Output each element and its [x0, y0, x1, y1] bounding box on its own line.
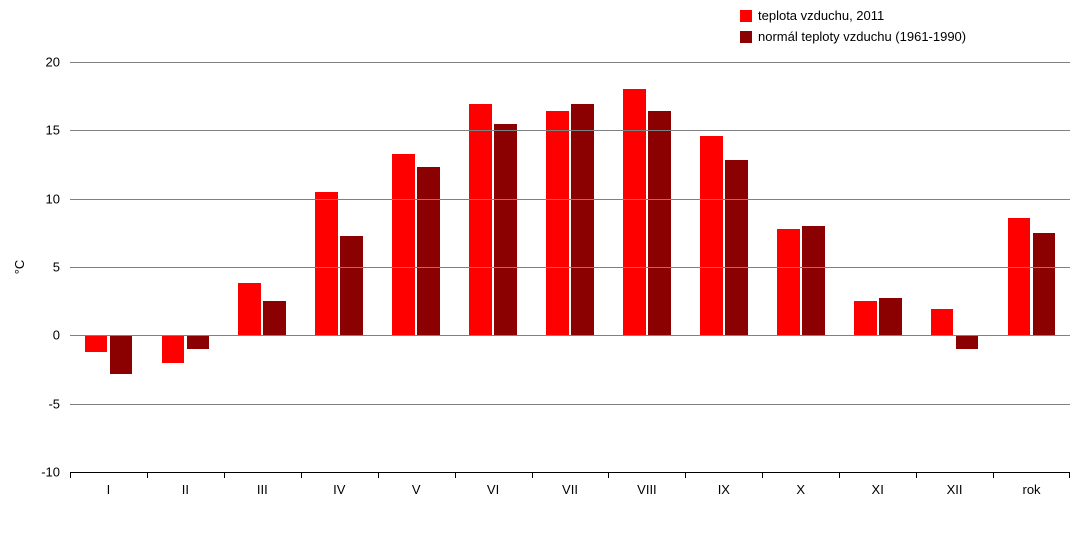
- x-tick-label: I: [70, 472, 147, 497]
- grid-line: [70, 267, 1070, 268]
- legend-swatch-series-1: [740, 31, 752, 43]
- legend: teplota vzduchu, 2011 normál teploty vzd…: [740, 8, 966, 50]
- x-tick-label: XII: [916, 472, 993, 497]
- x-tick-label: VII: [532, 472, 609, 497]
- bar: [340, 236, 363, 336]
- bar: [802, 226, 825, 335]
- y-tick-label: 10: [20, 191, 60, 206]
- bar: [700, 136, 723, 336]
- legend-label-series-0: teplota vzduchu, 2011: [758, 8, 884, 23]
- bar: [879, 298, 902, 335]
- bar: [956, 335, 979, 349]
- plot-area: IIIIIIIVVVIVIIVIIIIXXXIXIIrok: [70, 62, 1070, 473]
- bar: [315, 192, 338, 336]
- bar: [392, 154, 415, 336]
- grid-line: [70, 335, 1070, 336]
- bar: [854, 301, 877, 335]
- grid-line: [70, 130, 1070, 131]
- bar: [1033, 233, 1056, 336]
- y-tick-label: 0: [20, 328, 60, 343]
- x-tick-label: III: [224, 472, 301, 497]
- bar: [238, 283, 261, 335]
- legend-item: teplota vzduchu, 2011: [740, 8, 966, 23]
- bar: [546, 111, 569, 335]
- x-tick-label: V: [378, 472, 455, 497]
- bar: [417, 167, 440, 335]
- bar: [469, 104, 492, 335]
- chart-container: teplota vzduchu, 2011 normál teploty vzd…: [0, 0, 1090, 533]
- bar: [1008, 218, 1031, 336]
- bar: [571, 104, 594, 335]
- y-tick-label: -10: [20, 465, 60, 480]
- legend-swatch-series-0: [740, 10, 752, 22]
- bar: [263, 301, 286, 335]
- x-tick-label: X: [762, 472, 839, 497]
- legend-label-series-1: normál teploty vzduchu (1961-1990): [758, 29, 966, 44]
- grid-line: [70, 62, 1070, 63]
- bar: [623, 89, 646, 335]
- bar: [187, 335, 210, 349]
- legend-item: normál teploty vzduchu (1961-1990): [740, 29, 966, 44]
- bar: [85, 335, 108, 351]
- x-tick-label: XI: [839, 472, 916, 497]
- x-tick-label: VI: [455, 472, 532, 497]
- bar: [725, 160, 748, 335]
- x-tick-label: rok: [993, 472, 1070, 497]
- bar: [931, 309, 954, 335]
- grid-line: [70, 404, 1070, 405]
- x-tick-label: IX: [685, 472, 762, 497]
- y-tick-label: 5: [20, 260, 60, 275]
- bar: [162, 335, 185, 362]
- y-tick-label: 20: [20, 55, 60, 70]
- y-tick-label: 15: [20, 123, 60, 138]
- x-tick-label: IV: [301, 472, 378, 497]
- bar: [777, 229, 800, 336]
- x-tick-label: VIII: [608, 472, 685, 497]
- x-tick-label: II: [147, 472, 224, 497]
- bar: [110, 335, 133, 373]
- grid-line: [70, 199, 1070, 200]
- y-tick-label: -5: [20, 396, 60, 411]
- bar: [648, 111, 671, 335]
- bar: [494, 124, 517, 336]
